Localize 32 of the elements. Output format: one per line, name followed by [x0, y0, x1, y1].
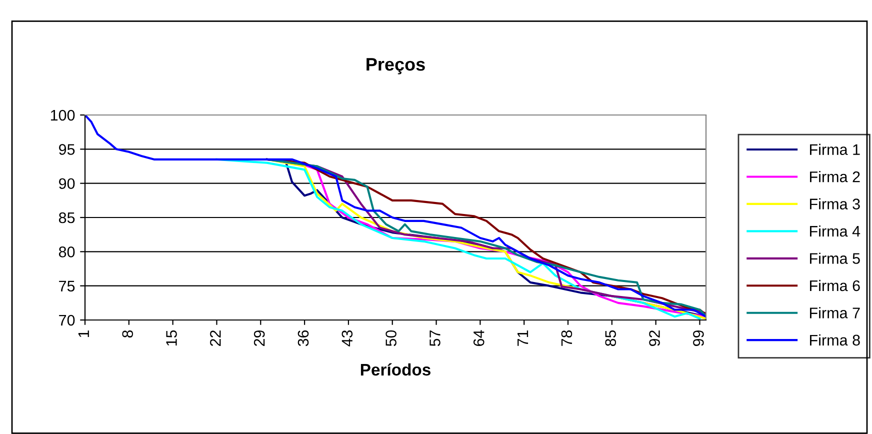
x-tick-label: 22	[210, 330, 221, 346]
x-tick-label: 85	[605, 330, 616, 346]
x-tick-label: 99	[693, 330, 704, 346]
x-tick-label: 1	[78, 330, 89, 338]
x-tick-label: 78	[561, 330, 572, 346]
legend-label: Firma 3	[810, 198, 860, 210]
y-tick-label: 100	[50, 110, 75, 121]
x-tick-label: 8	[122, 330, 134, 338]
legend-label: Firma 2	[810, 171, 860, 182]
legend-label: Firma 8	[810, 334, 860, 346]
legend-label: Firma 5	[810, 252, 860, 264]
y-tick-label: 80	[58, 246, 75, 258]
legend-label: Firma 7	[810, 307, 860, 318]
chart-title: Preços	[366, 58, 425, 74]
y-tick-label: 70	[59, 314, 75, 326]
x-axis-title: Períodos	[360, 363, 430, 376]
x-tick-label: 36	[298, 330, 309, 346]
y-tick-label: 85	[58, 212, 75, 224]
y-tick-label: 95	[59, 144, 75, 155]
x-tick-label: 43	[342, 330, 353, 346]
legend-label: Firma 1	[810, 144, 860, 156]
x-tick-label: 50	[386, 330, 396, 346]
legend-label: Firma 6	[810, 280, 860, 292]
x-tick-label: 92	[649, 330, 660, 346]
x-tick-label: 15	[166, 330, 177, 346]
x-tick-label: 57	[430, 330, 440, 346]
x-tick-label: 71	[518, 330, 528, 346]
legend-label: Firma 4	[810, 225, 860, 237]
y-tick-label: 90	[59, 178, 75, 190]
y-tick-label: 75	[59, 280, 75, 292]
x-tick-label: 64	[473, 330, 484, 346]
x-tick-label: 29	[254, 330, 265, 346]
